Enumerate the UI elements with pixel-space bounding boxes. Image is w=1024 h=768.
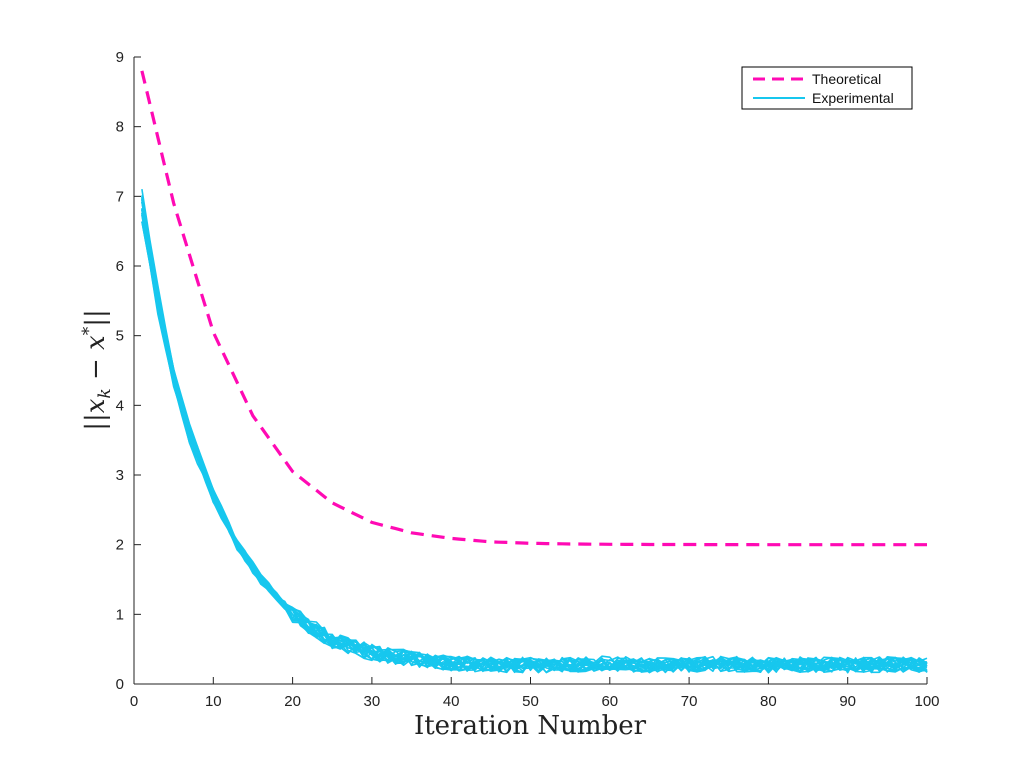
x-tick-label: 50 [522,693,539,710]
x-tick-label: 60 [601,693,618,710]
x-axis-title: Iteration Number [414,711,647,741]
y-axis-title: ||xk − x*|| [79,309,115,431]
legend: Theoretical Experimental [741,66,913,110]
y-tick-label: 3 [116,467,124,484]
x-tick-label: 10 [205,693,222,710]
y-tick-label: 1 [116,606,124,623]
legend-label-theoretical: Theoretical [812,71,881,87]
x-tick-label: 70 [681,693,698,710]
legend-box [741,66,913,110]
series-layer [140,70,928,674]
legend-label-experimental: Experimental [812,90,894,106]
y-tick-label: 4 [116,397,124,414]
axes [133,56,928,685]
x-tick-label: 40 [443,693,460,710]
x-tick-label: 0 [130,693,138,710]
x-tick-label: 80 [760,693,777,710]
y-tick-label: 8 [116,119,124,136]
y-tick-label: 9 [116,49,124,66]
svg-text:||xk − x*||: ||xk − x*|| [79,309,115,431]
tick-labels: 0 10 20 30 40 50 60 70 80 90 100 0 1 2 3 4 5 6 7 8 9 [116,49,940,710]
y-tick-label: 6 [116,258,124,275]
y-tick-label: 0 [116,676,124,693]
plot-area [134,57,927,684]
x-tick-label: 30 [364,693,381,710]
y-tick-label: 7 [116,188,124,205]
y-tick-label: 2 [116,537,124,554]
theoretical-line [140,70,927,547]
x-tick-label: 90 [839,693,856,710]
y-tick-label: 5 [116,328,124,345]
x-tick-label: 100 [914,693,939,710]
x-tick-label: 20 [284,693,301,710]
experimental-trial-line [141,209,928,673]
